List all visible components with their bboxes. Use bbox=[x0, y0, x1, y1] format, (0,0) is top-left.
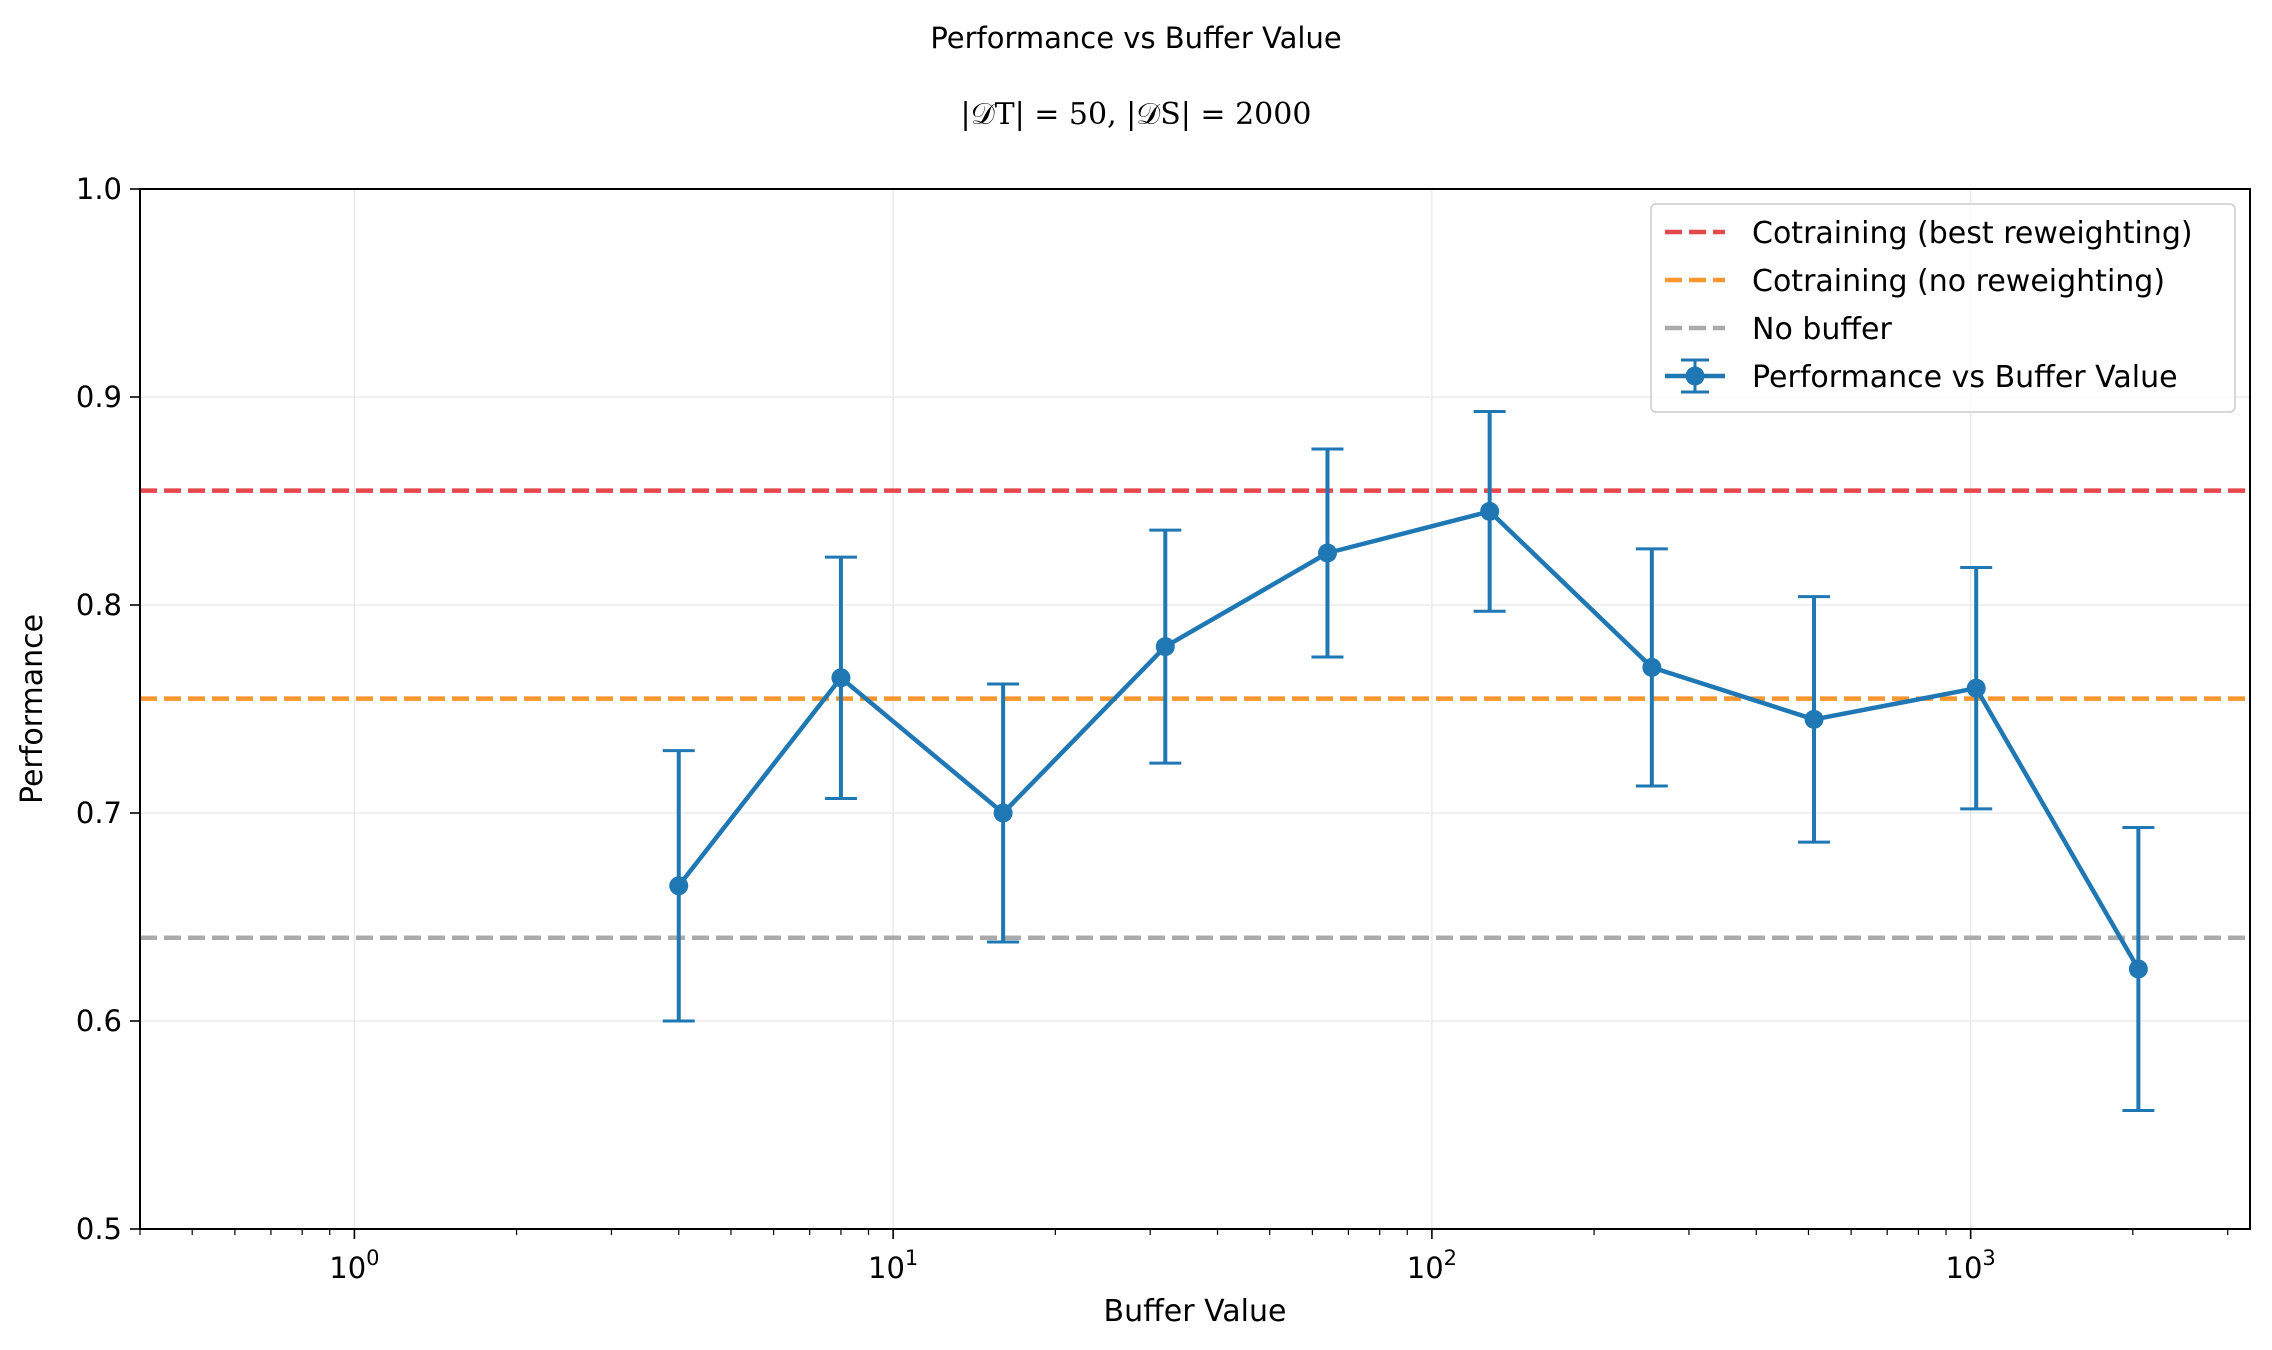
y-tick-label: 0.9 bbox=[76, 380, 122, 414]
chart-title: Performance vs Buffer Value bbox=[930, 21, 1341, 55]
data-point bbox=[1804, 709, 1824, 729]
legend-label: No buffer bbox=[1752, 312, 1893, 347]
legend: Cotraining (best reweighting) Cotraining … bbox=[1650, 203, 2236, 413]
x-tick-label: 100 bbox=[329, 1246, 379, 1285]
data-point bbox=[993, 803, 1013, 823]
y-tick-label: 0.5 bbox=[76, 1212, 122, 1246]
chart-subtitle: |𝒟T| = 50, |𝒟S| = 2000 bbox=[961, 97, 1312, 132]
reference-lines-layer bbox=[140, 488, 2250, 941]
data-point bbox=[1480, 501, 1500, 521]
y-tick-label: 0.8 bbox=[76, 588, 122, 622]
x-axis-label: Buffer Value bbox=[1104, 1294, 1287, 1329]
legend-label: Cotraining (no reweighting) bbox=[1752, 264, 2165, 299]
y-tick-label: 0.7 bbox=[76, 796, 122, 830]
series-layer bbox=[662, 410, 2155, 1112]
legend-label: Performance vs Buffer Value bbox=[1752, 360, 2178, 395]
y-tick-label: 1.0 bbox=[76, 172, 122, 206]
series-line bbox=[676, 509, 2141, 971]
x-tick-label: 102 bbox=[1407, 1246, 1457, 1285]
data-point bbox=[1155, 637, 1175, 657]
data-point bbox=[669, 876, 689, 896]
y-axis-label: Performance bbox=[15, 614, 50, 804]
y-tick-label: 0.6 bbox=[76, 1004, 122, 1038]
legend-swatch-marker bbox=[1685, 366, 1705, 386]
x-tick-label: 101 bbox=[868, 1246, 918, 1285]
legend-box bbox=[1650, 203, 2236, 413]
data-point bbox=[1317, 543, 1337, 563]
data-point bbox=[831, 668, 851, 688]
data-point bbox=[1642, 657, 1662, 677]
data-point bbox=[1966, 678, 1986, 698]
plot-area-frame bbox=[139, 188, 2251, 1230]
x-tick-label: 103 bbox=[1946, 1246, 1996, 1285]
legend-label: Cotraining (best reweighting) bbox=[1752, 216, 2193, 251]
data-point bbox=[2128, 959, 2148, 979]
tick-layer: 0.5 0.6 0.7 0.8 0.9 1.0 100 101 102 103 bbox=[76, 172, 2229, 1285]
